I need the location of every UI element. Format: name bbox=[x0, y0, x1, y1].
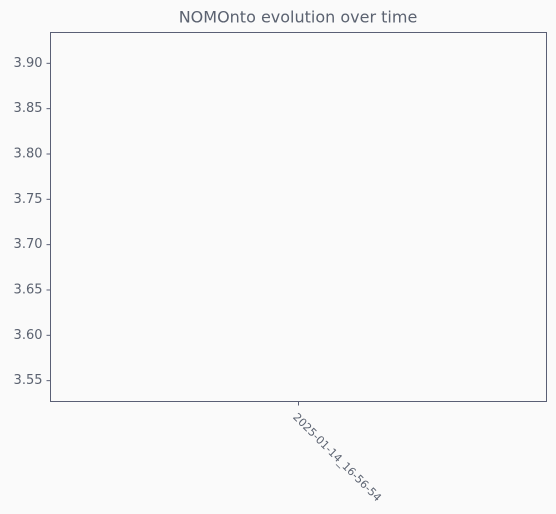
y-tick-label: 3.80 bbox=[14, 146, 43, 161]
y-tick-label: 3.65 bbox=[14, 282, 43, 297]
y-tick-label: 3.60 bbox=[14, 328, 43, 343]
y-tick-label: 3.55 bbox=[14, 373, 43, 388]
y-tick-label: 3.70 bbox=[14, 237, 43, 252]
y-tick-label: 3.85 bbox=[14, 101, 43, 116]
y-tick-label: 3.90 bbox=[14, 56, 43, 71]
chart-title: NOMOnto evolution over time bbox=[179, 8, 418, 27]
y-tick-label: 3.75 bbox=[14, 192, 43, 207]
